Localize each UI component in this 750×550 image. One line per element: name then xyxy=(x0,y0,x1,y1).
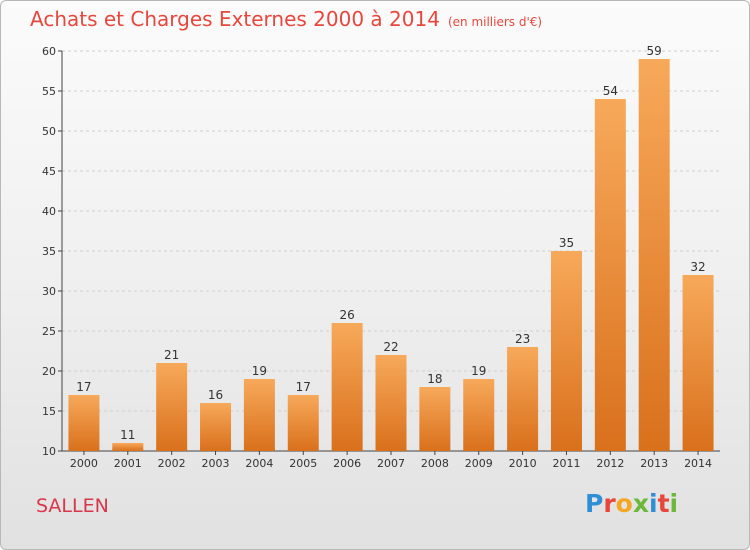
x-tick-label-2004: 2004 xyxy=(245,457,273,470)
x-tick-label-2008: 2008 xyxy=(421,457,449,470)
bar-2012 xyxy=(594,99,626,451)
chart-title: Achats et Charges Externes 2000 à 2014 (e… xyxy=(30,7,542,31)
bar-2008 xyxy=(419,387,451,451)
logo-letter: x xyxy=(632,489,649,518)
value-labels: 17 11 21 16 19 17 26 22 18 19 23 35 54 59 32 xyxy=(76,44,705,442)
value-label-2011: 35 xyxy=(559,236,574,250)
y-tick-labels: 10 15 20 25 30 35 40 45 50 55 60 xyxy=(42,45,56,458)
y-tick-label: 60 xyxy=(42,45,56,58)
y-tick-label: 35 xyxy=(42,245,56,258)
logo-letter: i xyxy=(649,489,658,518)
bar-2010 xyxy=(507,347,539,451)
value-label-2013: 59 xyxy=(647,44,662,58)
value-label-2003: 16 xyxy=(208,388,223,402)
logo-letter: P xyxy=(585,489,604,518)
value-label-2002: 21 xyxy=(164,348,179,362)
value-label-2010: 23 xyxy=(515,332,530,346)
x-tick-label-2002: 2002 xyxy=(158,457,186,470)
bar-2001 xyxy=(112,443,144,451)
bar-2007 xyxy=(375,355,407,451)
y-tick-label: 10 xyxy=(42,445,56,458)
bar-2006 xyxy=(331,323,363,451)
value-label-2014: 32 xyxy=(690,260,705,274)
title-text: Achats et Charges Externes 2000 à 2014 xyxy=(30,7,440,31)
x-tick-label-2005: 2005 xyxy=(289,457,317,470)
y-tick-label: 45 xyxy=(42,165,56,178)
x-tick-label-2000: 2000 xyxy=(70,457,98,470)
x-tick-labels: 2000 2001 2002 2003 2004 2005 2006 2007 2008 2009… xyxy=(70,451,712,470)
logo-letter: r xyxy=(603,489,616,518)
bars xyxy=(68,59,714,451)
bar-2013 xyxy=(638,59,670,451)
logo-letter: t xyxy=(657,489,670,518)
x-tick-label-2012: 2012 xyxy=(596,457,624,470)
value-label-2008: 18 xyxy=(427,372,442,386)
y-tick-label: 50 xyxy=(42,125,56,138)
x-tick-label-2011: 2011 xyxy=(552,457,580,470)
bar-2005 xyxy=(287,395,319,451)
x-tick-label-2006: 2006 xyxy=(333,457,361,470)
x-tick-label-2010: 2010 xyxy=(509,457,537,470)
bar-2003 xyxy=(200,403,232,451)
value-label-2001: 11 xyxy=(120,428,135,442)
value-label-2007: 22 xyxy=(383,340,398,354)
value-label-2012: 54 xyxy=(603,84,618,98)
x-tick-label-2013: 2013 xyxy=(640,457,668,470)
bar-2000 xyxy=(68,395,100,451)
y-tick-label: 20 xyxy=(42,365,56,378)
bar-2002 xyxy=(156,363,188,451)
y-tick-label: 30 xyxy=(42,285,56,298)
y-tick-label: 40 xyxy=(42,205,56,218)
value-label-2000: 17 xyxy=(76,380,91,394)
bar-2011 xyxy=(550,251,582,451)
bar-2009 xyxy=(463,379,495,451)
bar-2004 xyxy=(243,379,275,451)
y-tick-label: 25 xyxy=(42,325,56,338)
y-tick-label: 55 xyxy=(42,85,56,98)
x-tick-label-2009: 2009 xyxy=(465,457,493,470)
bar-2014 xyxy=(682,275,714,451)
value-label-2006: 26 xyxy=(339,308,354,322)
commune-name: SALLEN xyxy=(36,495,109,517)
logo-letter: i xyxy=(669,489,679,518)
x-tick-label-2003: 2003 xyxy=(202,457,230,470)
proxiti-logo[interactable]: Proxiti xyxy=(585,489,678,518)
y-tick-label: 15 xyxy=(42,405,56,418)
title-unit: (en milliers d'€) xyxy=(447,15,543,29)
value-label-2004: 19 xyxy=(252,364,267,378)
value-label-2005: 17 xyxy=(296,380,311,394)
x-tick-label-2007: 2007 xyxy=(377,457,405,470)
x-tick-label-2001: 2001 xyxy=(114,457,142,470)
x-tick-label-2014: 2014 xyxy=(684,457,712,470)
logo-letter: o xyxy=(615,489,633,518)
value-label-2009: 19 xyxy=(471,364,486,378)
